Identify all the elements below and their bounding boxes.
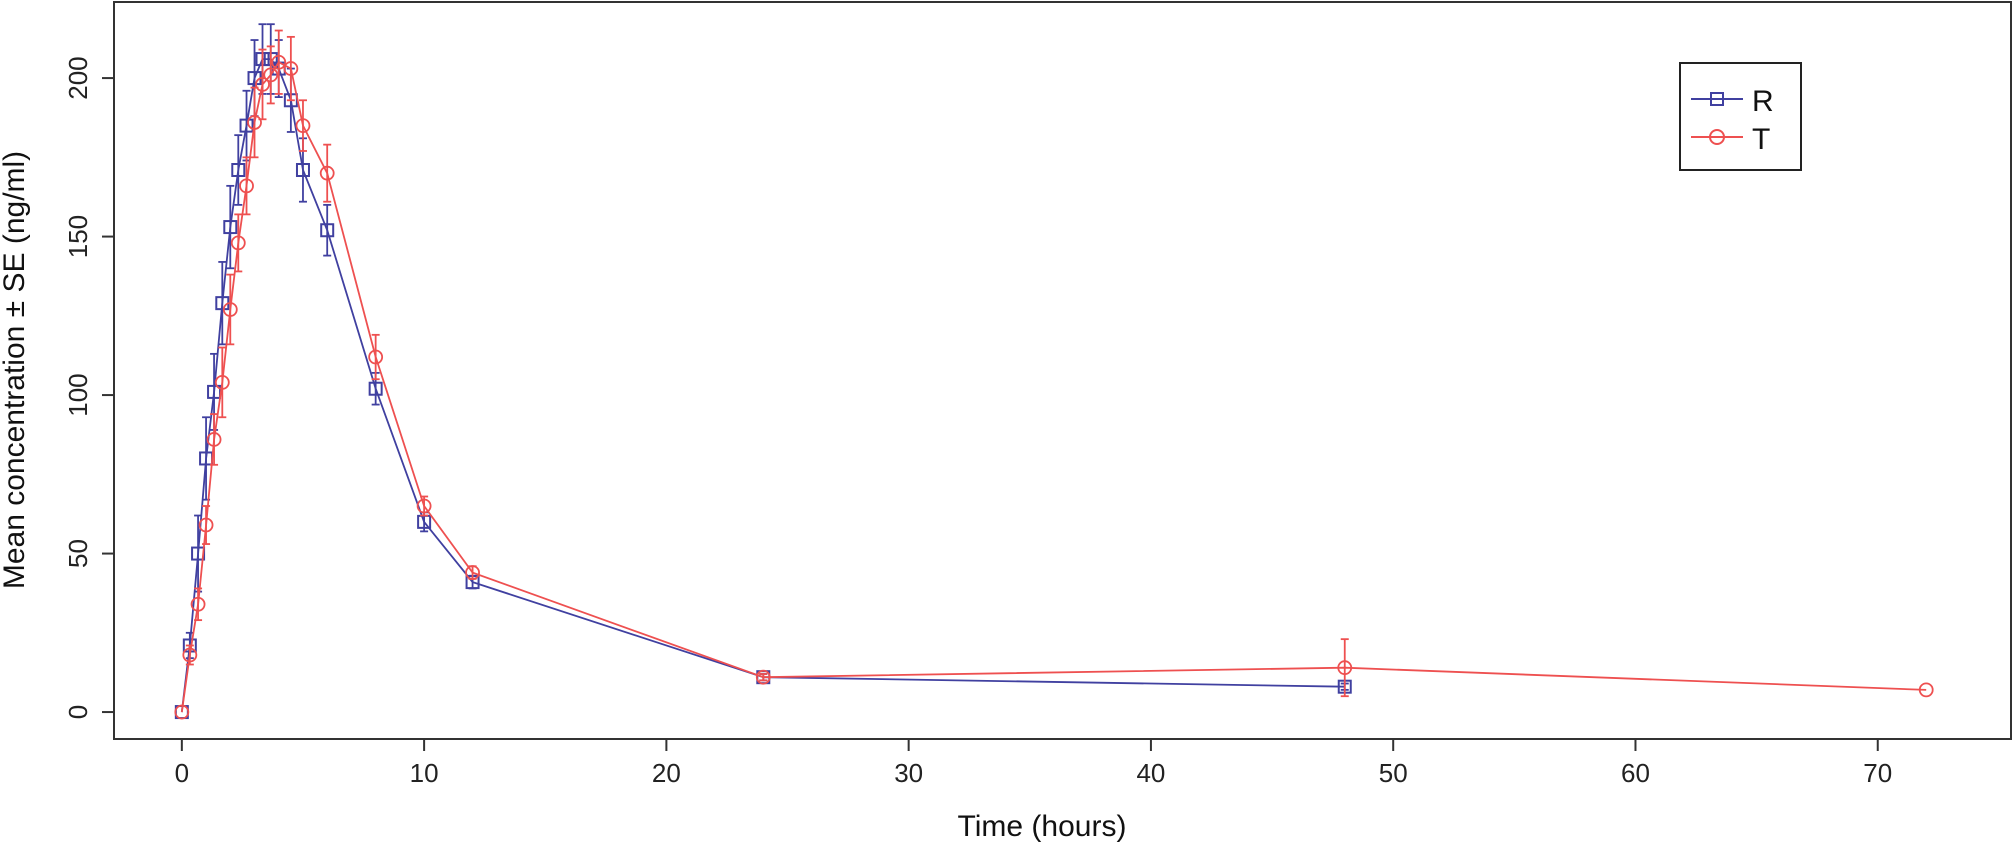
- data-point-t: [206, 432, 222, 447]
- data-point-t: [416, 498, 432, 514]
- data-point-r: [295, 163, 310, 178]
- data-point-t: [1337, 660, 1353, 676]
- y-axis-title: Mean concentration ± SE (ng/ml): [0, 151, 31, 589]
- y-tick-label: 50: [63, 539, 93, 568]
- x-tick-label: 60: [1621, 758, 1650, 788]
- data-point-t: [271, 54, 287, 70]
- data-point-t: [465, 565, 480, 580]
- data-point-r: [223, 220, 238, 235]
- y-tick-label: 150: [63, 215, 93, 258]
- data-point-t: [214, 374, 230, 390]
- data-point-t: [295, 118, 311, 134]
- data-point-t: [255, 77, 270, 92]
- data-point-t: [182, 647, 198, 663]
- x-tick-label: 30: [894, 758, 923, 788]
- y-tick-label: 100: [63, 373, 93, 416]
- series-line-r: [180, 58, 1345, 713]
- data-point-t: [263, 67, 279, 83]
- x-tick-label: 20: [652, 758, 681, 788]
- data-point-r: [368, 381, 383, 396]
- data-point-t: [198, 517, 214, 533]
- data-point-r: [239, 118, 254, 133]
- data-point-t: [174, 704, 190, 720]
- x-tick-label: 10: [410, 758, 439, 788]
- data-point-t: [368, 349, 384, 365]
- data-point-t: [239, 178, 254, 194]
- series-line-t: [180, 61, 1927, 713]
- x-tick-label: 40: [1136, 758, 1165, 788]
- x-tick-label: 0: [175, 758, 189, 788]
- legend-box: [1679, 62, 1802, 171]
- series-layer: [174, 23, 1934, 720]
- data-point-t: [190, 596, 206, 612]
- legend-square-marker: [1710, 92, 1724, 106]
- data-point-t: [319, 165, 335, 181]
- data-point-r: [320, 223, 335, 238]
- x-tick-label: 50: [1379, 758, 1408, 788]
- legend-circle-marker: [1709, 129, 1725, 145]
- series-t: [174, 29, 1934, 720]
- data-point-t: [755, 669, 771, 685]
- x-axis-title: Time (hours): [958, 810, 1127, 843]
- legend-label-t: T: [1752, 123, 1770, 156]
- legend: R T: [1679, 62, 1802, 171]
- x-tick-label: 70: [1863, 758, 1892, 788]
- data-point-t: [247, 115, 262, 130]
- legend-label-r: R: [1752, 85, 1774, 118]
- y-axis: 0 50 100 150 200: [63, 56, 114, 719]
- plot-frame: [113, 1, 2012, 740]
- data-point-r: [231, 163, 246, 178]
- data-point-t: [222, 302, 238, 317]
- x-axis: 0 10 20 30 40 50 60 70: [175, 739, 1892, 788]
- data-point-t: [230, 235, 246, 251]
- data-point-t: [1918, 682, 1934, 698]
- y-tick-label: 0: [63, 705, 93, 719]
- data-point-t: [283, 61, 299, 76]
- y-tick-label: 200: [63, 56, 93, 99]
- series-r: [174, 23, 1352, 720]
